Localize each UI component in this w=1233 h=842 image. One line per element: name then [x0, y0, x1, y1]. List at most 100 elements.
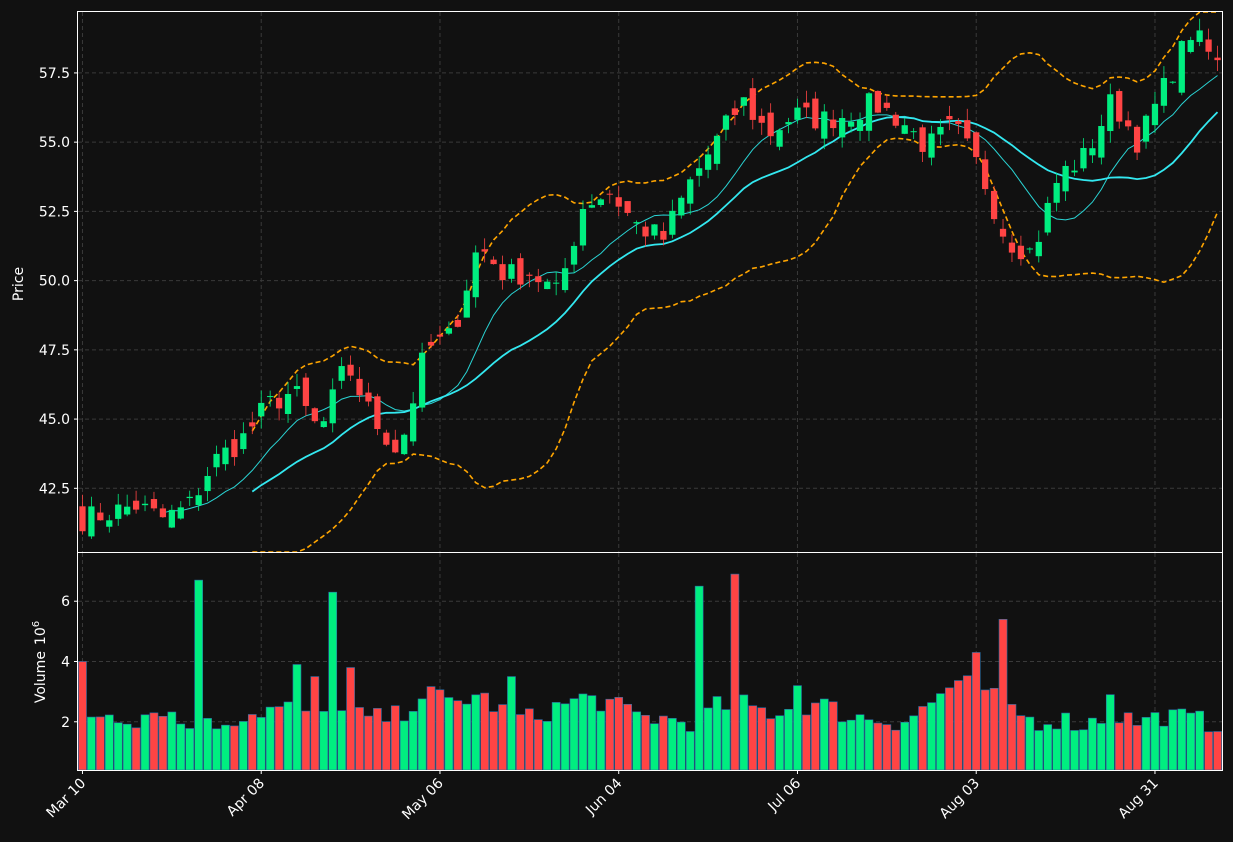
candle-body: [1008, 242, 1016, 253]
volume-bar: [167, 711, 177, 771]
volume-bar: [650, 723, 659, 771]
candle-body: [999, 228, 1007, 237]
price-grid: [78, 12, 1222, 552]
volume-bar: [525, 708, 534, 771]
volume-bar: [328, 591, 338, 771]
candle-body: [767, 112, 774, 137]
candle-body: [901, 125, 908, 134]
candle-body: [597, 199, 604, 206]
volume-bar: [900, 721, 910, 771]
candle-body: [973, 132, 980, 158]
candle-body: [338, 366, 345, 381]
candle-body: [472, 252, 479, 298]
candle-body: [588, 205, 596, 208]
volume-tick-label: 4: [61, 655, 70, 671]
candle-body: [1026, 248, 1033, 250]
candle-body: [222, 447, 229, 465]
volume-bar: [283, 701, 293, 771]
candle-body: [481, 249, 488, 252]
candle-body: [347, 364, 354, 376]
volume-bar: [382, 721, 391, 771]
volume-bar: [909, 715, 918, 771]
volume-bar: [659, 715, 668, 771]
volume-bar: [399, 720, 409, 771]
volume-bar: [239, 721, 248, 771]
volume-bar: [694, 585, 704, 771]
candle-body: [213, 453, 220, 468]
candle-body: [374, 396, 381, 430]
candle-body: [615, 197, 622, 207]
candle-body: [847, 121, 855, 127]
candle-body: [499, 264, 506, 281]
candle-body: [1089, 148, 1096, 156]
price-y-ticks: 42.5 45.0 47.5 50.0 52.5 55.0 57.5: [39, 66, 78, 497]
volume-bar: [104, 714, 114, 771]
candle-body: [1125, 120, 1132, 127]
volume-bar: [632, 711, 641, 771]
candle-body: [293, 386, 301, 389]
volume-bar: [641, 715, 650, 771]
lower-band-line: [252, 137, 1219, 553]
candle-body: [982, 159, 989, 190]
volume-bar: [140, 714, 150, 771]
volume-bar: [256, 717, 266, 771]
volume-bar: [78, 661, 87, 771]
volume-bar: [1159, 725, 1169, 771]
volume-bar: [811, 702, 820, 771]
volume-bar: [113, 722, 123, 771]
candle-body: [660, 230, 667, 240]
candle-body: [445, 328, 453, 334]
candle-body: [204, 475, 211, 492]
candle-body: [1098, 125, 1105, 158]
volume-tick-label: 2: [61, 715, 70, 731]
candle-body: [633, 222, 640, 224]
volume-bar: [516, 714, 525, 771]
candle-body: [678, 197, 685, 216]
price-tick-label: 45.0: [39, 412, 70, 428]
candle-body: [401, 434, 408, 455]
candle-body: [928, 133, 935, 158]
candle-body: [687, 179, 694, 204]
candle-body: [1080, 148, 1087, 169]
volume-bar: [1070, 730, 1079, 771]
volume-bar: [1105, 694, 1115, 771]
candle-body: [830, 119, 837, 129]
volume-bar: [247, 714, 257, 771]
volume-bar: [301, 710, 311, 771]
volume-bar: [1097, 723, 1106, 771]
price-tick-label: 47.5: [39, 343, 70, 359]
candle-body: [311, 408, 318, 422]
volume-bar: [1150, 712, 1160, 771]
candle-body: [1071, 170, 1078, 173]
candle-body: [955, 121, 962, 124]
volume-bar: [551, 702, 561, 771]
candle-body: [132, 500, 140, 510]
volume-bar: [185, 728, 195, 771]
price-axis-label: Price: [11, 267, 27, 301]
candle-body: [231, 439, 238, 458]
candle-body: [410, 403, 417, 442]
volume-bar: [882, 724, 892, 771]
volume-bar: [1177, 708, 1187, 771]
candle-body: [874, 90, 882, 113]
volume-bar: [203, 718, 212, 771]
volume-bar: [453, 700, 463, 771]
candle-body: [561, 268, 569, 291]
volume-bar: [408, 711, 418, 771]
candle-body: [642, 226, 649, 237]
candle-body: [651, 224, 658, 236]
volume-bar: [873, 722, 883, 771]
candle-body: [892, 114, 899, 126]
candle-body: [463, 290, 470, 318]
volume-bar: [1123, 712, 1133, 771]
candle-body: [97, 512, 104, 521]
price-tick-label: 42.5: [39, 481, 70, 497]
volume-bar: [1016, 715, 1026, 771]
candle-body: [1035, 241, 1042, 257]
candle-body: [669, 210, 676, 235]
volume-bar: [462, 703, 472, 771]
volume-bar: [176, 723, 186, 771]
volume-bar: [1079, 729, 1088, 771]
volume-bar: [945, 687, 954, 771]
volume-bar: [971, 652, 981, 771]
